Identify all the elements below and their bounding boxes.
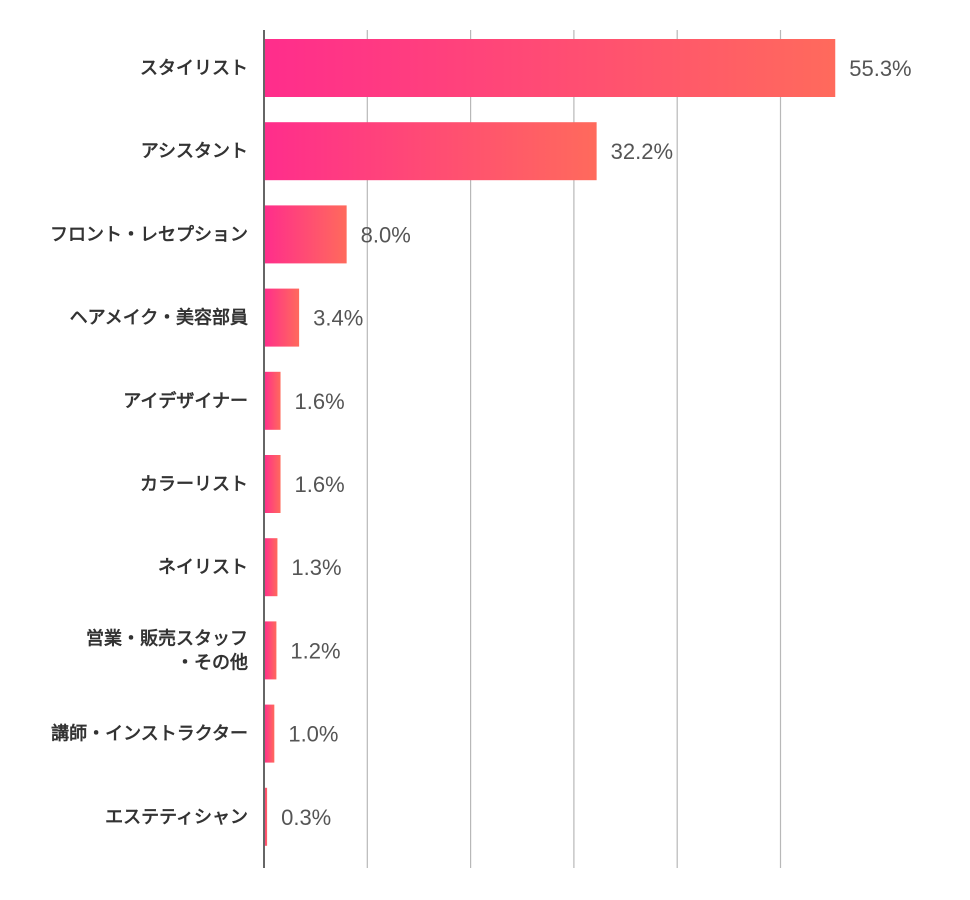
bar — [264, 288, 300, 347]
bar — [264, 787, 268, 846]
value-labels: 55.3% 32.2% 8.0% 3.4% 1.6% 1.6% 1.3% 1.2% 1.0% 0.… — [281, 56, 912, 830]
category-label: スタイリスト — [140, 58, 248, 79]
value-label: 3.4% — [313, 306, 363, 331]
bar — [264, 371, 281, 430]
bar — [264, 621, 277, 680]
value-label: 1.6% — [295, 389, 345, 414]
category-label: ネイリスト — [158, 557, 248, 578]
bar — [264, 122, 597, 181]
category-label: 講師・インストラクター — [51, 723, 248, 745]
value-label: 55.3% — [849, 56, 911, 81]
category-label: アイデザイナー — [123, 390, 248, 412]
category-label: フロント・レセプション — [50, 223, 248, 245]
category-labels: スタイリストアシスタントフロント・レセプションヘアメイク・美容部員アイデザイナー… — [50, 58, 248, 828]
category-label: 営業・販売スタッフ・その他 — [86, 627, 248, 673]
bars — [264, 39, 836, 846]
value-label: 1.0% — [288, 722, 338, 747]
bar — [264, 455, 281, 513]
bar — [264, 39, 836, 97]
bar — [264, 704, 275, 763]
category-label: ヘアメイク・美容部員 — [70, 307, 248, 329]
category-label: カラーリスト — [140, 474, 248, 495]
category-label: アシスタント — [141, 141, 248, 162]
value-label: 1.3% — [291, 555, 341, 580]
value-label: 0.3% — [281, 805, 331, 830]
bar — [264, 538, 278, 597]
value-label: 1.6% — [295, 472, 345, 497]
category-label: エステティシャン — [105, 807, 248, 828]
bar — [264, 205, 347, 264]
value-label: 32.2% — [611, 139, 673, 164]
value-label: 1.2% — [290, 638, 340, 663]
value-label: 8.0% — [361, 222, 411, 247]
